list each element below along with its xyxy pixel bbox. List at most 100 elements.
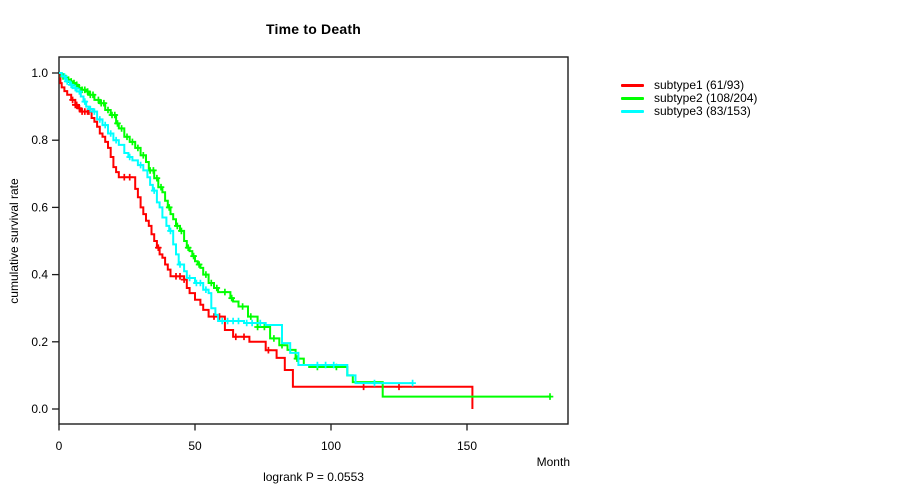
censor-plus xyxy=(330,361,337,369)
censor-plus xyxy=(208,279,215,287)
legend-item-subtype1: subtype1 (61/93) xyxy=(621,78,757,92)
legend-label-subtype1: subtype1 (61/93) xyxy=(654,78,745,92)
y-axis-tick-label: 0.4 xyxy=(31,268,48,282)
censor-plus xyxy=(73,101,80,109)
censor-plus xyxy=(546,393,554,400)
censor-plus xyxy=(322,361,329,369)
censor-plus xyxy=(239,303,246,310)
censor-plus xyxy=(254,323,261,331)
censor-plus xyxy=(228,294,235,302)
legend-item-subtype3: subtype3 (83/153) xyxy=(621,104,757,118)
censor-plus xyxy=(395,383,403,391)
censor-plus xyxy=(232,333,240,341)
censor-plus xyxy=(87,105,94,113)
censor-plus xyxy=(257,319,264,327)
censor-plus xyxy=(155,244,162,251)
censor-plus xyxy=(137,161,144,169)
censor-plus xyxy=(235,317,242,325)
legend-label-subtype3: subtype3 (83/153) xyxy=(654,104,751,118)
censor-plus xyxy=(118,125,125,132)
censor-plus xyxy=(89,91,97,99)
censor-plus xyxy=(111,111,119,119)
x-axis-tick-label: 50 xyxy=(188,439,202,453)
censor-plus xyxy=(270,335,278,342)
x-axis-tick-label: 0 xyxy=(56,439,63,453)
censor-plus xyxy=(195,261,203,268)
censor-plus xyxy=(76,88,83,95)
censor-plus xyxy=(67,81,75,89)
censor-plus xyxy=(261,323,268,331)
legend-item-subtype2: subtype2 (108/204) xyxy=(621,91,758,105)
censor-plus xyxy=(202,286,210,293)
legend-line-subtype3 xyxy=(621,109,644,113)
y-axis-tick-label: 1.0 xyxy=(31,66,48,80)
x-axis-tick-label: 100 xyxy=(321,439,341,453)
censor-plus xyxy=(186,274,193,282)
censor-plus xyxy=(126,173,133,181)
censor-plus xyxy=(104,106,112,114)
censor-plus xyxy=(314,361,321,369)
censor-marks-subtype3 xyxy=(61,73,416,387)
censor-plus xyxy=(69,96,76,104)
x-axis-tick-label: 150 xyxy=(457,439,477,453)
censor-plus xyxy=(107,130,114,137)
censor-plus xyxy=(96,116,104,123)
censor-plus xyxy=(360,383,367,391)
censor-plus xyxy=(178,227,185,235)
censor-plus xyxy=(150,167,157,174)
censor-plus xyxy=(100,99,108,107)
y-axis-tick-label: 0.2 xyxy=(31,335,48,349)
survival-curve-subtype1 xyxy=(59,72,474,409)
censor-plus xyxy=(123,133,131,141)
censor-plus xyxy=(409,379,416,387)
censor-plus xyxy=(157,183,165,191)
x-axis-title: Month xyxy=(536,455,570,469)
censor-plus xyxy=(165,204,173,211)
censor-plus xyxy=(150,187,158,194)
censor-plus xyxy=(114,120,121,127)
censor-plus xyxy=(190,252,197,260)
censor-plus xyxy=(221,288,229,296)
censor-plus xyxy=(371,379,378,387)
censor-plus xyxy=(184,244,192,251)
censor-plus xyxy=(202,271,210,278)
censor-plus xyxy=(126,153,133,161)
logrank-pvalue-annotation: logrank P = 0.0553 xyxy=(263,470,364,484)
censor-plus xyxy=(248,319,256,327)
censor-plus xyxy=(129,138,136,146)
y-axis-tick-label: 0.0 xyxy=(31,402,48,416)
censor-plus xyxy=(247,313,255,320)
censor-plus xyxy=(197,279,204,287)
censor-plus xyxy=(174,222,181,230)
censor-plus xyxy=(240,333,248,341)
censor-marks-subtype2 xyxy=(59,73,554,400)
censor-plus xyxy=(176,261,184,268)
legend-line-subtype1 xyxy=(621,83,644,87)
censor-plus xyxy=(61,73,68,80)
survival-curve-subtype2 xyxy=(59,72,550,398)
censor-plus xyxy=(112,136,120,144)
censor-plus xyxy=(72,84,79,92)
censor-plus xyxy=(153,174,161,182)
censor-plus xyxy=(140,152,147,159)
censor-plus xyxy=(180,276,188,283)
y-axis-tick-label: 0.6 xyxy=(31,200,48,214)
plot-border xyxy=(58,56,569,425)
chart-title: Time to Death xyxy=(266,21,361,37)
censor-plus xyxy=(101,121,109,129)
y-axis-tick-label: 0.8 xyxy=(31,133,48,147)
censor-plus xyxy=(176,273,184,280)
censor-plus xyxy=(134,144,142,152)
censor-plus xyxy=(91,108,98,115)
censor-plus xyxy=(63,78,71,85)
legend: subtype1 (61/93) subtype2 (108/204) subt… xyxy=(621,78,758,118)
censor-plus xyxy=(265,346,272,354)
legend-label-subtype2: subtype2 (108/204) xyxy=(654,91,758,105)
legend-line-subtype2 xyxy=(621,96,644,100)
censor-plus xyxy=(81,98,89,105)
y-axis-title: cumulative survival rate xyxy=(7,178,21,304)
censor-plus xyxy=(213,284,221,292)
censor-plus xyxy=(167,227,174,235)
